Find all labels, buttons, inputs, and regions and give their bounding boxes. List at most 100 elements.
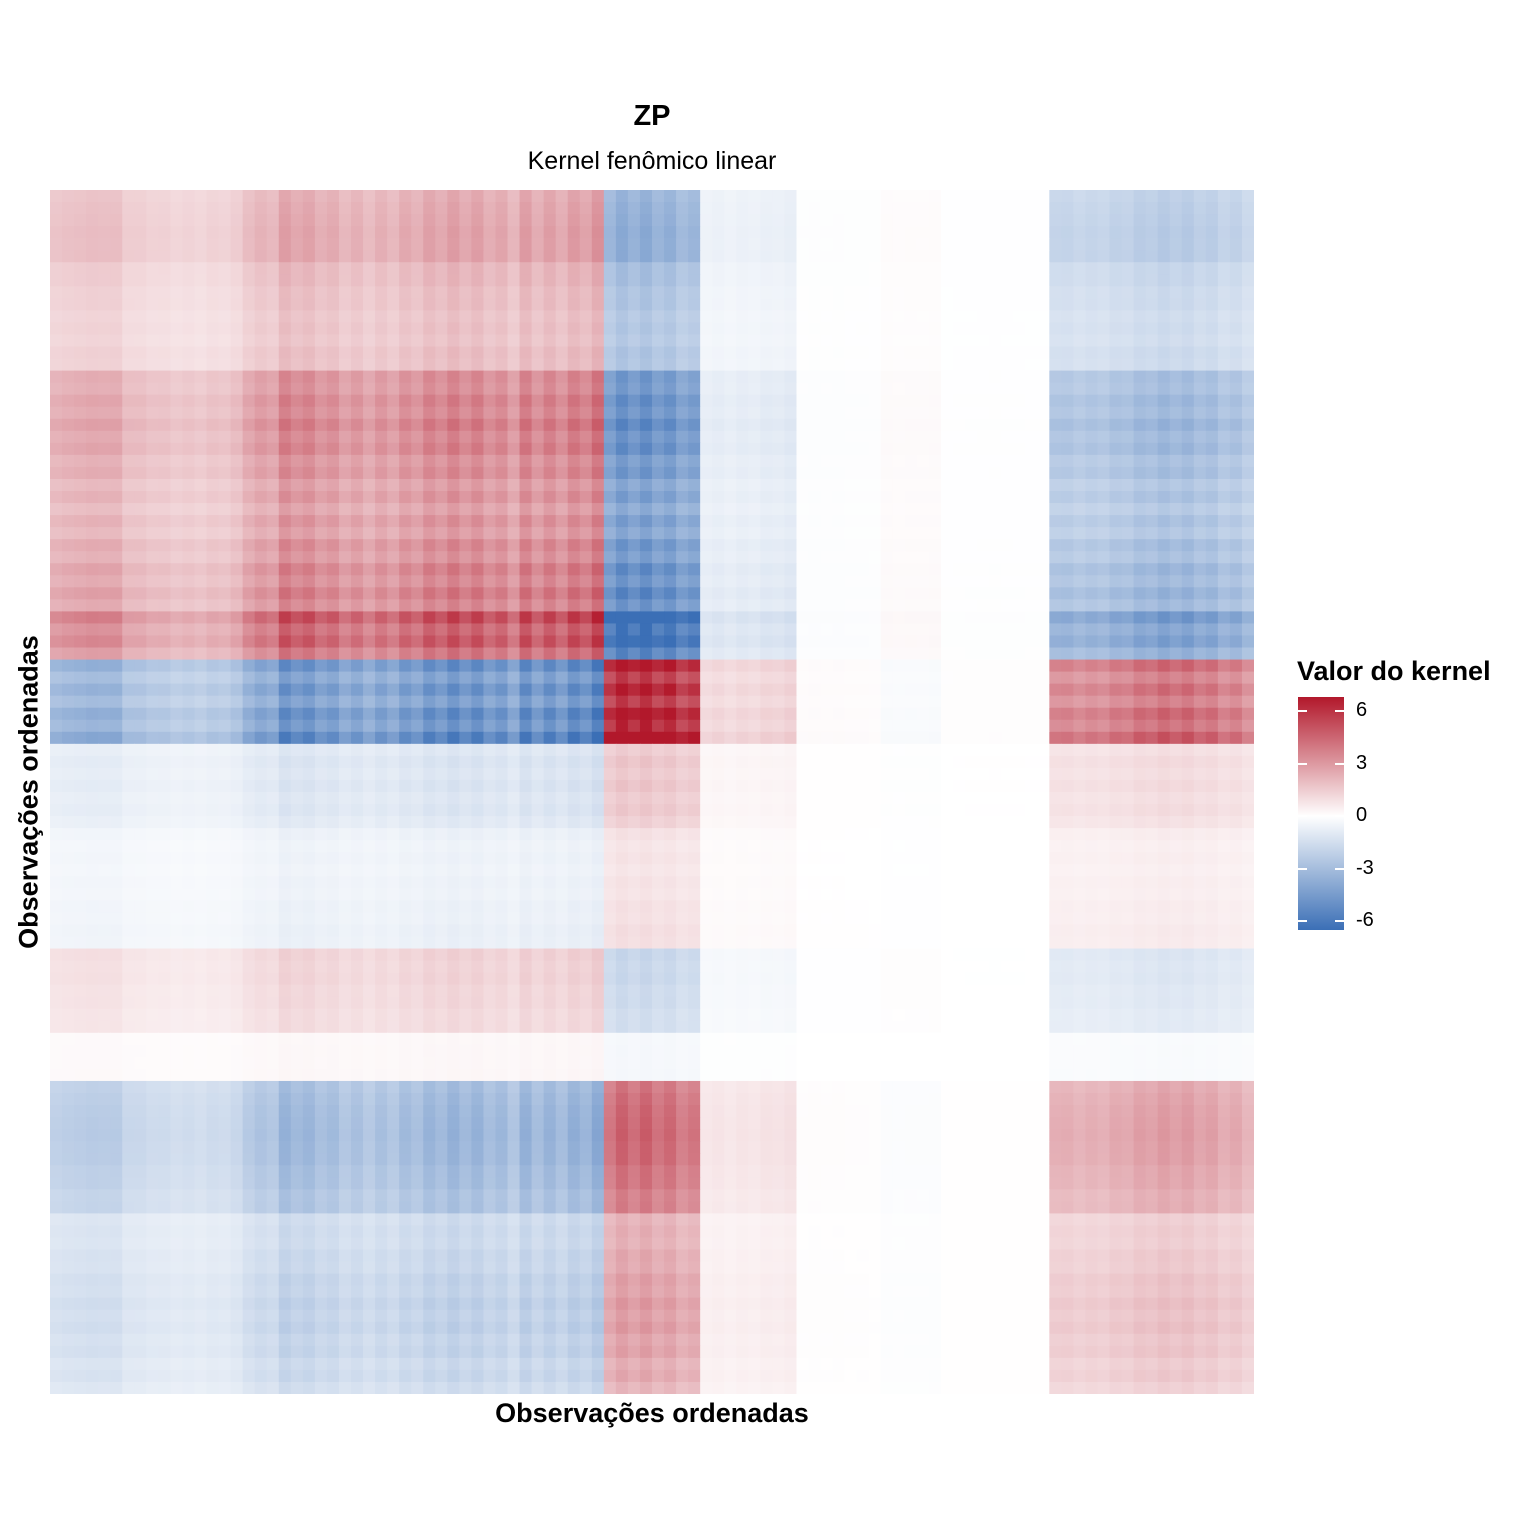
heatmap-cell	[387, 250, 400, 263]
heatmap-cell	[363, 623, 376, 637]
heatmap-cell	[868, 190, 882, 203]
heatmap-cell	[1157, 478, 1171, 492]
heatmap-cell	[892, 202, 906, 215]
heatmap-cell	[351, 767, 364, 781]
heatmap-cell	[266, 298, 280, 311]
heatmap-cell	[760, 334, 773, 348]
heatmap-cell	[868, 382, 882, 396]
heatmap-cell	[700, 442, 713, 456]
heatmap-cell	[808, 310, 822, 324]
heatmap-cell	[1001, 298, 1014, 311]
heatmap-cell	[543, 454, 557, 468]
heatmap-cell	[158, 683, 171, 697]
heatmap-cell	[1097, 635, 1111, 649]
heatmap-cell	[1193, 310, 1207, 324]
heatmap-cell	[351, 659, 364, 673]
heatmap-cell	[591, 226, 605, 239]
heatmap-cell	[507, 623, 521, 637]
heatmap-cell	[736, 779, 749, 793]
heatmap-cell	[1001, 466, 1014, 480]
heatmap-cell	[146, 623, 159, 637]
heatmap-cell	[1229, 334, 1243, 348]
heatmap-cell	[266, 418, 280, 432]
heatmap-cell	[603, 262, 617, 275]
heatmap-cell	[916, 406, 930, 420]
heatmap-cell	[1001, 599, 1014, 612]
heatmap-cell	[507, 442, 521, 456]
heatmap-cell	[736, 563, 749, 576]
heatmap-cell	[290, 551, 304, 564]
heatmap-cell	[158, 346, 171, 360]
heatmap-cell	[507, 527, 521, 540]
heatmap-cell	[916, 466, 930, 480]
heatmap-cell	[278, 274, 292, 287]
heatmap-cell	[808, 719, 822, 733]
heatmap-cell	[627, 743, 641, 757]
heatmap-cell	[760, 755, 773, 769]
heatmap-cell	[676, 442, 689, 456]
heatmap-cell	[146, 779, 159, 793]
heatmap-cell	[483, 671, 497, 685]
heatmap-cell	[615, 683, 629, 697]
heatmap-cell	[579, 214, 593, 227]
heatmap-cell	[760, 466, 773, 480]
heatmap-cell	[134, 527, 147, 540]
heatmap-cell	[977, 298, 990, 311]
heatmap-cell	[254, 767, 268, 781]
heatmap-cell	[784, 238, 798, 251]
heatmap-cell	[1181, 394, 1195, 408]
heatmap-cell	[1193, 286, 1207, 299]
heatmap-cell	[1085, 370, 1099, 384]
heatmap-cell	[495, 454, 509, 468]
heatmap-cell	[387, 695, 400, 709]
heatmap-cell	[194, 250, 208, 263]
heatmap-cell	[1037, 238, 1050, 251]
heatmap-cell	[242, 623, 256, 637]
heatmap-cell	[1145, 779, 1159, 793]
heatmap-cell	[74, 346, 87, 360]
heatmap-cell	[820, 202, 834, 215]
heatmap-cell	[760, 551, 773, 564]
heatmap-cell	[50, 659, 63, 673]
heatmap-cell	[387, 262, 400, 275]
heatmap-cell	[134, 503, 147, 516]
heatmap-cell	[242, 454, 256, 468]
heatmap-cell	[760, 575, 773, 588]
heatmap-cell	[820, 707, 834, 721]
heatmap-cell	[50, 478, 63, 492]
heatmap-cell	[832, 418, 846, 432]
heatmap-cell	[724, 635, 737, 649]
heatmap-cell	[278, 683, 292, 697]
heatmap-cell	[832, 358, 846, 372]
heatmap-cell	[194, 286, 208, 299]
heatmap-cell	[471, 478, 485, 492]
heatmap-cell	[1085, 695, 1099, 709]
heatmap-cell	[940, 755, 954, 769]
heatmap-cell	[567, 503, 581, 516]
heatmap-cell	[928, 599, 942, 612]
heatmap-cell	[146, 599, 159, 612]
heatmap-cell	[796, 515, 810, 528]
heatmap-cell	[916, 250, 930, 263]
heatmap-cell	[158, 767, 171, 781]
heatmap-cell	[435, 274, 448, 287]
heatmap-cell	[194, 418, 208, 432]
heatmap-cell	[1013, 659, 1026, 673]
heatmap-cell	[724, 671, 737, 685]
heatmap-cell	[290, 515, 304, 528]
heatmap-cell	[808, 731, 822, 745]
heatmap-cell	[784, 274, 798, 287]
heatmap-cell	[471, 310, 485, 324]
heatmap-cell	[579, 623, 593, 637]
heatmap-cell	[652, 190, 665, 203]
heatmap-cell	[1181, 274, 1195, 287]
heatmap-cell	[989, 599, 1002, 612]
heatmap-cell	[652, 310, 665, 324]
heatmap-cell	[712, 539, 725, 552]
heatmap-cell	[314, 563, 328, 576]
heatmap-cell	[483, 707, 497, 721]
heatmap-cell	[1205, 418, 1219, 432]
heatmap-cell	[194, 623, 208, 637]
heatmap-cell	[1157, 731, 1171, 745]
heatmap-cell	[278, 370, 292, 384]
